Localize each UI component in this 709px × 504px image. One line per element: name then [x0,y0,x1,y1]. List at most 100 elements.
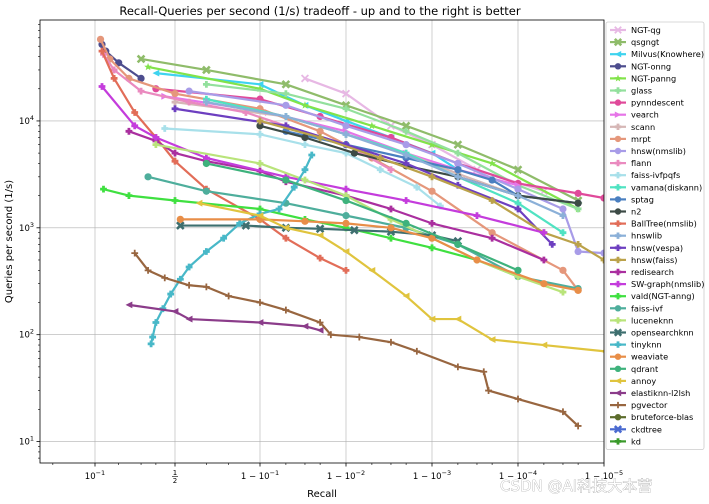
data-point [152,141,160,149]
legend-item-faiss-ivfpqfs: faiss-ivfpqfs [610,170,680,180]
legend-label: pgvector [631,400,668,410]
legend-item-ngt-onng: NGT-onng [610,61,671,71]
legend-label: hnswlib [631,231,662,241]
data-point [282,306,290,314]
data-point [256,319,264,326]
legend-item-annoy: annoy [610,376,656,386]
data-point [110,75,118,82]
legend-label: bruteforce-blas [631,412,693,422]
legend-label: faiss-ivfpqfs [631,170,680,180]
data-point [514,395,522,403]
plot-background [40,20,604,463]
data-point [342,130,350,138]
legend-label: weaviate [631,352,668,362]
data-point [281,80,291,89]
data-point [454,315,462,323]
data-point [413,183,421,191]
data-point [185,281,193,289]
data-point [185,87,193,95]
legend-item-ngt-qg: NGT-qg [610,25,661,35]
legend-swatch-marker [614,147,622,155]
series-hnsw-nmslib [185,87,604,257]
series-qdrant [202,159,522,274]
data-point [202,65,211,75]
legend-swatch-marker [614,317,622,324]
y-tick-label: 101 [19,435,34,448]
data-point [256,212,264,220]
data-point [514,205,522,213]
data-point [488,234,496,242]
legend-swatch-marker [614,74,622,82]
legend-swatch-marker [614,377,622,385]
legend-swatch-marker [614,220,622,227]
data-point [402,292,410,300]
legend-swatch-marker [614,401,622,409]
data-point [161,125,169,132]
data-point [387,166,395,174]
data-point [131,109,139,116]
data-point [342,196,350,205]
y-tick-label: 102 [19,328,34,341]
legend-item-hnsw-nmslib: hnsw(nmslib) [610,146,686,156]
data-point [171,105,179,113]
data-point [96,35,105,43]
legend-label: vald(NGT-anng) [631,291,695,301]
data-point [282,101,290,109]
data-point [342,248,350,255]
data-point [202,283,210,291]
legend-swatch-marker [614,63,622,70]
legend-label: vamana(diskann) [631,182,702,192]
data-point [152,134,160,141]
data-point [256,160,264,167]
series-faiss-ivfpqfs [161,125,444,210]
data-point [387,224,395,232]
legend-item-vamana-diskann: vamana(diskann) [610,182,702,192]
data-point [559,288,567,296]
data-point [152,69,160,77]
legend-item-vald-ngt-anng: vald(NGT-anng) [610,291,695,301]
data-point [600,194,604,202]
data-point [350,149,358,157]
data-point [202,159,210,168]
data-point [185,263,193,271]
data-point [327,331,335,339]
data-point [301,166,309,174]
series-pgvector [131,249,582,430]
series-line-balltree-nmslib [100,50,347,272]
data-point [195,199,203,207]
data-point [167,290,175,298]
legend-item-bruteforce-blas: bruteforce-blas [610,412,693,422]
legend-swatch-marker [614,51,622,58]
data-point [202,98,210,106]
data-point [115,59,123,67]
data-point [301,141,309,149]
legend: NGT-qg qsgngt Milvus(Knowhere) NGT-onng NGT-… [605,21,704,450]
legend-label: NGT-qg [631,25,661,35]
legend-swatch-marker [614,293,622,300]
data-point [413,347,421,355]
data-point [316,326,324,334]
data-point [514,199,522,207]
data-point [402,127,410,135]
data-point [185,98,193,106]
y-tick-label: 103 [19,221,34,234]
data-point [548,240,556,248]
data-point [488,176,496,184]
legend-swatch-marker [614,389,622,397]
legend-swatch-marker [614,341,622,348]
data-point [514,192,522,200]
legend-swatch-marker [614,99,622,106]
data-point [152,319,160,326]
data-point [488,197,496,204]
data-point [171,157,179,165]
data-point [454,240,462,248]
legend-label: luceneknn [631,315,673,325]
legend-label: BallTree(nmslib) [631,219,697,229]
data-point [540,256,548,264]
data-point [454,159,462,168]
data-point [301,101,309,109]
legend-swatch-marker [614,123,622,130]
data-point [282,176,290,184]
data-point [454,166,462,174]
data-point [185,315,193,323]
